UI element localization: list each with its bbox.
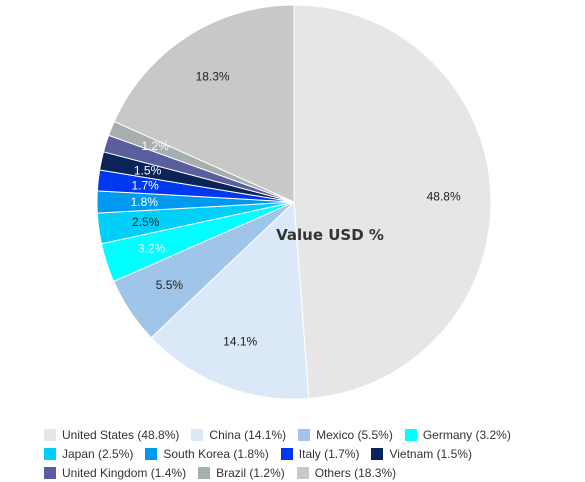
pie-data-labels: 48.8% 14.1% 5.5% 3.2% 2.5% 1.8% 1.7%1.5% 1.2% 18…: [131, 69, 461, 348]
data-label-south-korea: 1.8%: [131, 195, 159, 209]
legend-swatch: [44, 428, 56, 441]
data-label-brazil: 1.2%: [141, 139, 169, 153]
pie-slice-others: [113, 4, 295, 203]
legend-swatch: [371, 447, 384, 460]
legend-label: Japan (2.5%): [62, 446, 134, 461]
legend-label: South Korea (1.8%): [163, 446, 269, 461]
legend-swatch: [404, 428, 417, 441]
legend-swatch: [191, 428, 204, 441]
legend-swatch: [145, 447, 158, 460]
data-label-united-states: 48.8%: [427, 189, 461, 203]
legend-row: United States (48.8%) China (14.1%) Mexico…: [44, 425, 564, 482]
legend-item-japan: Japan (2.5%): [44, 444, 133, 463]
legend-label: Vietnam (1.5%): [389, 446, 472, 461]
legend-item-south-korea: South Korea (1.8%): [145, 444, 269, 463]
data-label-mexico: 5.5%: [156, 278, 184, 292]
legend-label: China (14.1%): [209, 427, 287, 442]
legend-item-germany: Germany (3.2%): [404, 425, 511, 444]
chart-legend: United States (48.8%) China (14.1%) Mexico…: [44, 425, 564, 482]
legend-item-brazil: Brazil (1.2%): [198, 463, 285, 482]
legend-swatch: [44, 466, 56, 479]
data-label-japan: 2.5%: [132, 215, 160, 229]
pie-slices: [96, 4, 492, 400]
legend-item-others: Others (18.3%): [296, 463, 397, 482]
legend-swatch: [280, 447, 293, 460]
legend-item-vietnam: Vietnam (1.5%): [371, 444, 472, 463]
legend-label: United Kingdom (1.4%): [62, 465, 187, 480]
legend-label: Mexico (5.5%): [316, 427, 393, 442]
chart-title: Value USD %: [276, 226, 384, 244]
legend-swatch: [44, 447, 56, 460]
data-label-germany: 3.2%: [138, 241, 166, 255]
legend-label: Brazil (1.2%): [216, 465, 285, 480]
legend-item-mexico: Mexico (5.5%): [298, 425, 393, 444]
legend-swatch: [296, 466, 309, 479]
pie-slice-united-states: [293, 4, 492, 399]
legend-item-italy: Italy (1.7%): [280, 444, 360, 463]
legend-label: Italy (1.7%): [298, 446, 360, 461]
pie-slice-china: [150, 200, 310, 400]
legend-item-united-kingdom: United Kingdom (1.4%): [44, 463, 186, 482]
legend-swatch: [198, 466, 211, 479]
legend-swatch: [298, 428, 311, 441]
data-label-others: 18.3%: [196, 69, 230, 83]
data-label-vietnam: 1.5%: [134, 164, 162, 178]
pie-chart: 48.8% 14.1% 5.5% 3.2% 2.5% 1.8% 1.7%1.5% 1.2% 18…: [96, 4, 492, 400]
data-label-italy: 1.7%: [132, 179, 160, 193]
legend-item-united-states: United States (48.8%): [44, 425, 179, 444]
legend-label: Others (18.3%): [314, 465, 397, 480]
legend-label: United States (48.8%): [62, 427, 180, 442]
legend-label: Germany (3.2%): [422, 427, 511, 442]
legend-item-china: China (14.1%): [191, 425, 286, 444]
data-label-china: 14.1%: [223, 335, 257, 349]
